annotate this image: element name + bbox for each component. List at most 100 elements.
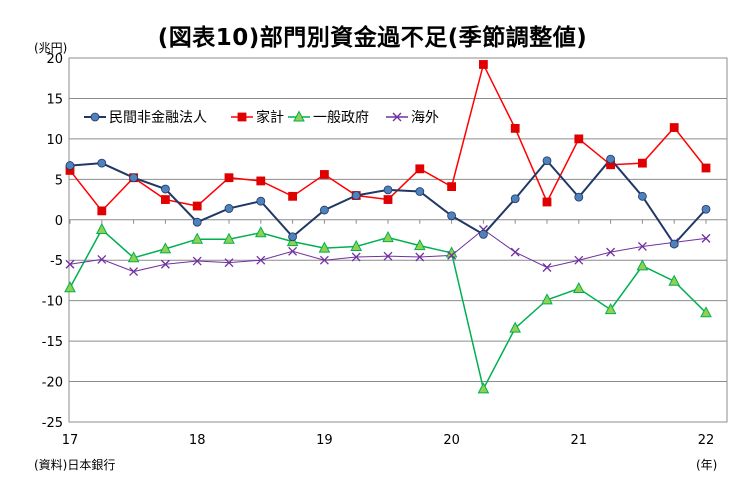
y-tick-label: 20 [46, 52, 63, 67]
data-point-household [510, 123, 520, 133]
data-point-corporate [415, 187, 425, 196]
data-point-government [382, 230, 394, 243]
data-point-government [350, 239, 363, 251]
data-point-corporate [510, 194, 520, 204]
data-point-overseas [542, 263, 552, 272]
data-point-government [64, 281, 76, 293]
data-point-corporate [669, 239, 679, 249]
data-point-government [509, 321, 522, 333]
data-point-overseas [574, 255, 584, 265]
data-point-government [636, 259, 649, 271]
data-point-government [159, 242, 172, 254]
data-point-government [477, 382, 490, 394]
legend: 民間非金融法人 家計 一般政府 海外 [84, 109, 439, 126]
data-point-household [447, 182, 457, 192]
data-point-overseas [351, 252, 361, 262]
data-point-overseas [224, 258, 234, 268]
data-point-corporate [383, 185, 393, 195]
y-tick-label: -15 [42, 335, 63, 350]
data-point-government [254, 226, 267, 238]
legend-marker [237, 112, 247, 122]
data-point-household [701, 163, 711, 173]
data-point-overseas [256, 255, 266, 265]
y-tick-label: 15 [46, 92, 63, 107]
y-tick-label: -20 [42, 376, 63, 391]
plot-area [68, 57, 728, 423]
x-tick-label: 19 [316, 433, 333, 448]
data-point-household [256, 176, 266, 186]
source-label: (資料)日本銀行 [34, 458, 116, 472]
x-tick-label: 20 [443, 433, 460, 448]
data-point-household [415, 164, 425, 174]
data-point-corporate [129, 173, 139, 183]
data-point-corporate [288, 232, 298, 242]
data-point-corporate [319, 205, 329, 215]
x-tick-label: 18 [189, 433, 206, 448]
data-point-household [224, 173, 234, 183]
data-point-corporate [478, 229, 488, 239]
data-point-corporate [192, 217, 202, 227]
data-point-overseas [65, 259, 75, 269]
legend-marker [90, 112, 100, 122]
y-axis-unit-label: (兆円) [34, 41, 68, 55]
data-point-overseas [129, 267, 139, 277]
data-point-overseas [606, 247, 616, 257]
data-point-overseas [447, 250, 457, 260]
data-point-household [288, 191, 298, 201]
data-point-overseas [383, 251, 393, 261]
data-point-household [383, 195, 393, 204]
data-point-corporate [256, 196, 266, 206]
data-point-government [668, 274, 681, 286]
legend-marker [293, 110, 305, 122]
data-point-government [127, 251, 140, 263]
data-point-household [638, 158, 647, 168]
y-tick-label: 10 [46, 133, 63, 148]
data-point-corporate [351, 191, 361, 200]
x-tick-label: 21 [571, 433, 588, 448]
data-point-corporate [97, 158, 107, 168]
chart-title: (図表10)部門別資金過不足(季節調整値) [157, 25, 588, 51]
data-point-corporate [638, 191, 647, 201]
x-axis-unit-label: (年) [696, 458, 718, 472]
legend-label: 一般政府 [313, 110, 369, 126]
data-point-overseas [160, 259, 170, 269]
legend-label: 海外 [411, 110, 439, 126]
data-point-household [574, 134, 584, 144]
data-point-overseas [701, 233, 711, 243]
data-point-overseas [192, 256, 202, 266]
data-point-overseas [637, 242, 647, 251]
data-point-government [95, 222, 108, 234]
data-point-overseas [97, 254, 107, 264]
data-point-household [542, 197, 552, 207]
data-point-government [318, 241, 331, 253]
data-point-government [191, 232, 204, 244]
legend-label: 民間非金融法人 [109, 110, 207, 126]
y-tick-label: -25 [42, 416, 63, 431]
legend-label: 家計 [256, 109, 284, 126]
data-point-corporate [606, 154, 615, 164]
data-point-corporate [542, 156, 552, 166]
data-point-household [319, 170, 329, 179]
x-tick-label: 17 [62, 433, 79, 448]
data-point-government [604, 302, 617, 315]
data-point-government [413, 239, 426, 251]
data-point-government [223, 232, 235, 244]
data-point-government [541, 293, 553, 305]
data-point-corporate [224, 204, 234, 213]
data-point-overseas [510, 247, 520, 257]
data-point-government [572, 281, 585, 294]
legend-marker [392, 112, 402, 122]
data-point-corporate [701, 204, 711, 214]
data-point-corporate [574, 192, 584, 202]
data-point-corporate [160, 184, 170, 194]
data-point-household [192, 201, 202, 211]
data-point-household [160, 195, 170, 204]
data-point-overseas [415, 252, 425, 262]
x-tick-label: 22 [698, 433, 715, 448]
data-point-corporate [65, 161, 75, 170]
y-tick-label: 0 [55, 214, 63, 229]
y-tick-label: -5 [50, 254, 63, 269]
data-point-overseas [319, 255, 329, 265]
y-tick-label: 5 [55, 173, 63, 188]
